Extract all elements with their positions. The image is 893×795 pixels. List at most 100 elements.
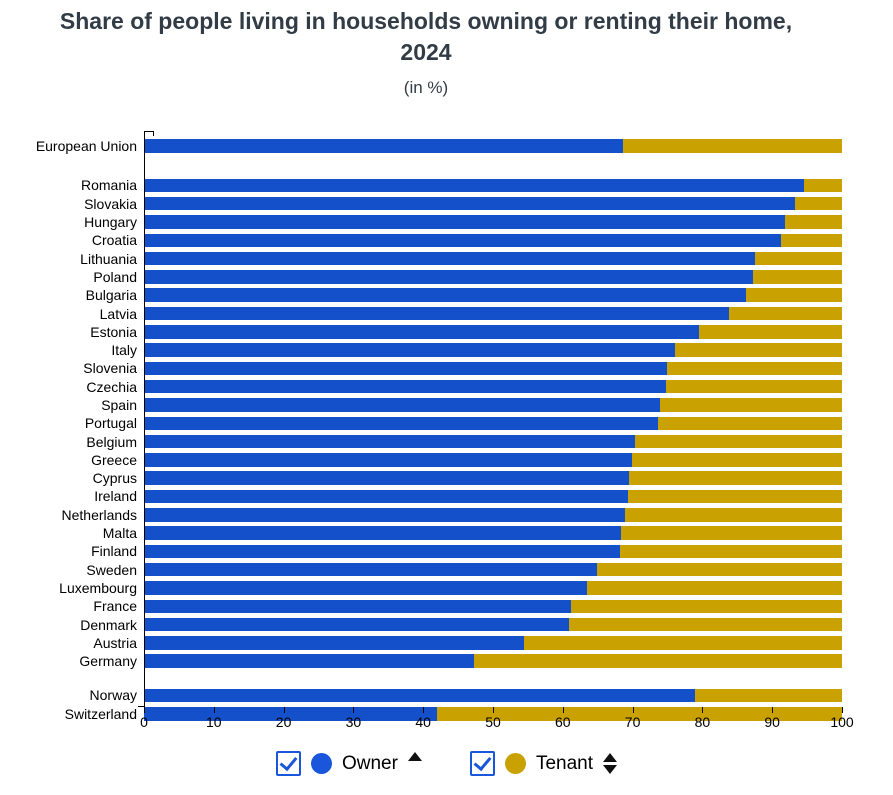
- bar-row: Ireland: [0, 487, 842, 505]
- owner-bar-segment[interactable]: [144, 379, 667, 394]
- owner-bar-segment[interactable]: [144, 544, 620, 559]
- owner-checkbox[interactable]: [275, 751, 301, 776]
- tenant-bar-segment[interactable]: [694, 688, 842, 703]
- tenant-bar-segment[interactable]: [569, 617, 842, 632]
- owner-bar-segment[interactable]: [144, 599, 571, 614]
- owner-bar-segment[interactable]: [144, 688, 695, 703]
- tenant-bar-segment[interactable]: [794, 196, 842, 211]
- bar-row: Finland: [0, 542, 842, 560]
- tenant-bar-segment[interactable]: [698, 325, 842, 339]
- category-label: Norway: [89, 687, 137, 704]
- tenant-legend-label[interactable]: Tenant: [535, 752, 593, 774]
- sort-ascending-icon[interactable]: [407, 752, 422, 761]
- owner-bar-segment[interactable]: [144, 288, 746, 302]
- owner-bar-segment[interactable]: [144, 471, 630, 485]
- owner-bar-segment[interactable]: [144, 251, 755, 266]
- tenant-bar-segment[interactable]: [587, 581, 842, 595]
- owner-bar-segment[interactable]: [144, 361, 667, 376]
- bar-row: Sweden: [0, 561, 842, 579]
- tenant-bar-segment[interactable]: [597, 562, 842, 577]
- category-label: Slovakia: [84, 195, 137, 212]
- tenant-bar-segment[interactable]: [524, 636, 842, 650]
- bar-row: Poland: [0, 268, 842, 286]
- bar-row: Cyprus: [0, 469, 842, 487]
- owner-bar-segment[interactable]: [144, 398, 660, 412]
- x-axis-tick-label: 40: [415, 714, 431, 730]
- owner-bar-segment[interactable]: [144, 508, 625, 522]
- owner-bar-segment[interactable]: [144, 636, 525, 650]
- bar-track: [144, 562, 842, 577]
- owner-bar-segment[interactable]: [144, 489, 629, 504]
- bar-track: [144, 139, 842, 153]
- tenant-bar-segment[interactable]: [658, 416, 842, 431]
- x-axis-tick-label: 70: [624, 714, 641, 730]
- plot-rows: European Union Romania Slovakia Hungary Croa…: [0, 131, 842, 723]
- x-axis: 0 10 20 30 40 50 60 70 80 90 100: [0, 707, 893, 737]
- bar-row: Italy: [0, 341, 842, 359]
- owner-bar-segment[interactable]: [144, 581, 588, 595]
- owner-bar-segment[interactable]: [144, 453, 632, 467]
- tenant-bar-segment[interactable]: [570, 599, 842, 614]
- bar-track: [144, 178, 842, 193]
- tenant-bar-segment[interactable]: [622, 139, 842, 153]
- owner-bar-segment[interactable]: [144, 196, 795, 211]
- bar-track: [144, 398, 842, 412]
- owner-legend-label[interactable]: Owner: [341, 752, 398, 774]
- tenant-bar-segment[interactable]: [659, 398, 842, 412]
- bar-track: [144, 599, 842, 614]
- bar-row: Austria: [0, 634, 842, 652]
- owner-bar-segment[interactable]: [144, 416, 659, 431]
- bar-row: Czechia: [0, 378, 842, 396]
- tenant-bar-segment[interactable]: [635, 434, 842, 449]
- owner-bar-segment[interactable]: [144, 526, 622, 540]
- category-label: Finland: [91, 543, 137, 560]
- tenant-bar-segment[interactable]: [784, 215, 842, 229]
- tenant-bar-segment[interactable]: [728, 306, 842, 321]
- owner-bar-segment[interactable]: [144, 270, 753, 284]
- tenant-bar-segment[interactable]: [674, 343, 842, 357]
- bar-row: Bulgaria: [0, 286, 842, 304]
- category-label: Latvia: [99, 305, 137, 322]
- owner-bar-segment[interactable]: [144, 215, 785, 229]
- tenant-bar-segment[interactable]: [621, 526, 842, 540]
- bar-row: Spain: [0, 396, 842, 414]
- tenant-bar-segment[interactable]: [473, 654, 842, 668]
- tenant-bar-segment[interactable]: [437, 707, 842, 721]
- owner-bar-segment[interactable]: [144, 306, 729, 321]
- tenant-bar-segment[interactable]: [780, 233, 842, 248]
- owner-bar-segment[interactable]: [144, 139, 623, 153]
- owner-bar-segment[interactable]: [144, 654, 474, 668]
- tenant-bar-segment[interactable]: [666, 379, 842, 394]
- tenant-bar-segment[interactable]: [754, 251, 842, 266]
- x-axis-tick-label: 80: [694, 714, 711, 730]
- bar-row: European Union: [0, 137, 842, 155]
- tenant-bar-segment[interactable]: [620, 544, 842, 559]
- category-label: Belgium: [86, 433, 137, 450]
- owner-bar-segment[interactable]: [144, 343, 675, 357]
- owner-bar-segment[interactable]: [144, 434, 636, 449]
- category-label: France: [93, 598, 137, 615]
- tenant-checkbox[interactable]: [469, 751, 495, 776]
- tenant-bar-segment[interactable]: [666, 361, 842, 376]
- owner-bar-segment[interactable]: [144, 325, 699, 339]
- legend: Owner Tenant: [0, 751, 893, 776]
- tenant-bar-segment[interactable]: [624, 508, 842, 522]
- owner-bar-segment[interactable]: [144, 617, 570, 632]
- x-axis-tick: [702, 707, 704, 713]
- owner-bar-segment[interactable]: [144, 233, 781, 248]
- owner-bar-segment[interactable]: [144, 178, 804, 193]
- bar-row: Croatia: [0, 231, 842, 249]
- tenant-bar-segment[interactable]: [745, 288, 842, 302]
- group-separator: [0, 155, 842, 176]
- tenant-bar-segment[interactable]: [752, 270, 842, 284]
- tenant-bar-segment[interactable]: [629, 471, 842, 485]
- bar-track: [144, 288, 842, 302]
- tenant-bar-segment[interactable]: [803, 178, 842, 193]
- tenant-bar-segment[interactable]: [631, 453, 842, 467]
- owner-bar-segment[interactable]: [144, 562, 597, 577]
- tenant-bar-segment[interactable]: [628, 489, 842, 504]
- category-label: Austria: [93, 634, 137, 651]
- owner-bar-segment[interactable]: [144, 707, 438, 721]
- chart-header: Share of people living in households own…: [0, 6, 852, 98]
- sort-toggle-icon[interactable]: [603, 753, 617, 774]
